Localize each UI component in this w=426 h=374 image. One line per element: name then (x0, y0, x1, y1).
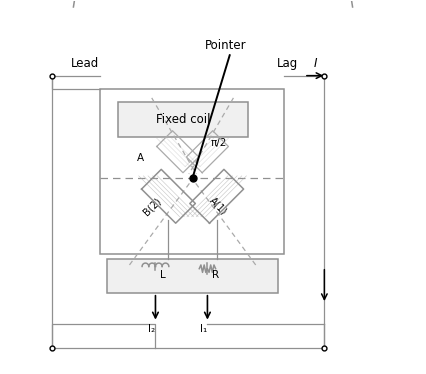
Text: R: R (212, 270, 219, 280)
Text: A(1): A(1) (208, 196, 229, 217)
Text: π/2: π/2 (210, 138, 227, 148)
Text: Lag: Lag (276, 57, 298, 70)
Bar (100, 89, 284, 254)
Bar (107, 260, 278, 293)
Text: L: L (160, 270, 166, 280)
Bar (118, 102, 248, 137)
Text: I₂: I₂ (148, 324, 155, 334)
Text: I₁: I₁ (200, 324, 207, 334)
Text: A: A (137, 153, 144, 163)
Text: Pointer: Pointer (205, 39, 247, 52)
Text: Fixed coil: Fixed coil (156, 113, 210, 126)
Text: Lead: Lead (71, 57, 99, 70)
Text: I: I (314, 57, 317, 70)
Text: B(2): B(2) (141, 196, 163, 217)
